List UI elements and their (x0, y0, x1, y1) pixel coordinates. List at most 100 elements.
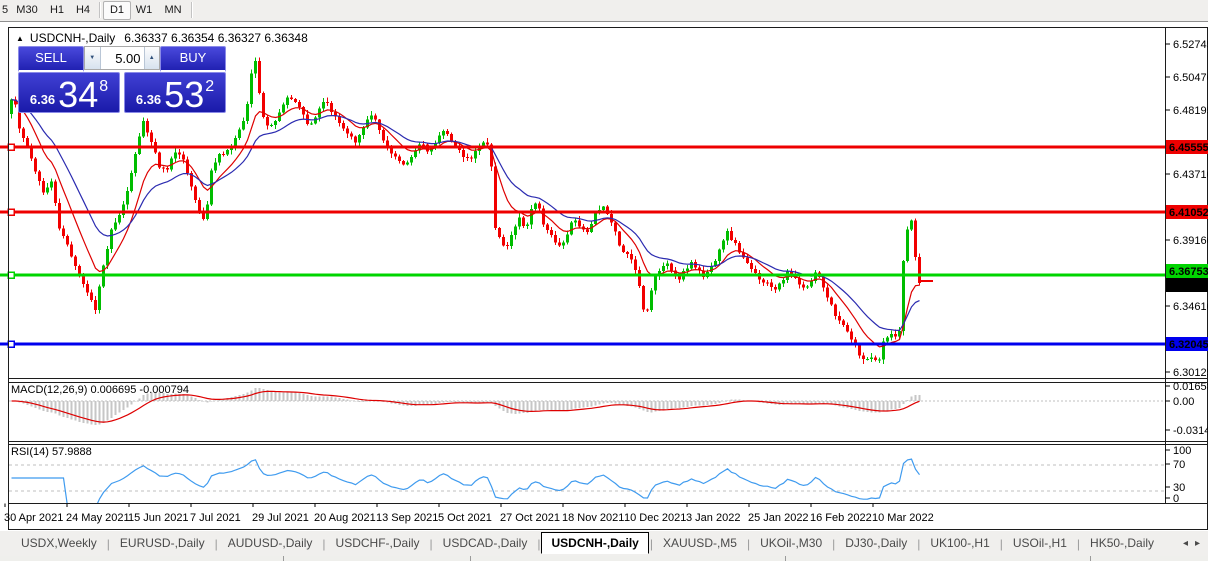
timeframe-button-h1[interactable]: H1 (49, 4, 65, 16)
arrow-down-icon: ▼ (89, 55, 96, 61)
buy-price-sup: 2 (205, 78, 215, 95)
status-separator (785, 556, 786, 561)
svg-text:30 Apr 2021: 30 Apr 2021 (4, 512, 63, 524)
buy-price-prefix: 6.36 (135, 92, 162, 107)
chart-tab-usdx-weekly[interactable]: USDX,Weekly (21, 536, 97, 550)
volume-decrease-button[interactable]: ▼ (85, 47, 101, 69)
macd-indicator-label: MACD(12,26,9) 0.006695 -0.000794 (11, 384, 189, 396)
svg-text:16 Feb 2022: 16 Feb 2022 (810, 512, 872, 524)
svg-text:24 May 2021: 24 May 2021 (66, 512, 130, 524)
timeframe-button-5[interactable]: 5 (1, 4, 9, 16)
svg-text:6.36348: 6.36348 (1169, 280, 1208, 292)
svg-text:6.36753: 6.36753 (1169, 266, 1208, 278)
rsi-pane (9, 458, 1165, 503)
timeframe-button-d1[interactable]: D1 (103, 1, 131, 20)
buy-price[interactable]: 6.36 53 2 (124, 72, 226, 113)
volume-stepper: ▼ ▲ (84, 46, 160, 70)
timeframe-button-mn[interactable]: MN (164, 4, 182, 16)
chart-tab-dj30-daily[interactable]: DJ30-,Daily (845, 536, 908, 550)
svg-text:6.34610: 6.34610 (1173, 301, 1208, 313)
svg-text:100: 100 (1173, 445, 1191, 457)
arrow-up-icon: ▲ (148, 55, 155, 61)
status-bar-strip (0, 556, 1208, 561)
tab-separator: | (429, 536, 433, 551)
toolbar-separator (191, 2, 193, 18)
svg-text:30: 30 (1173, 482, 1185, 494)
chart-tab-xauusd-m5[interactable]: XAUUSD-,M5 (662, 536, 737, 550)
svg-text:-0.031423: -0.031423 (1173, 425, 1208, 437)
chart-window-title: ▲ USDCNH-,Daily 6.36337 6.36354 6.36327 … (16, 31, 308, 45)
svg-text:6.50470: 6.50470 (1173, 72, 1208, 84)
svg-text:5 Oct 2021: 5 Oct 2021 (438, 512, 492, 524)
timeframe-button-m30[interactable]: M30 (16, 4, 38, 16)
chart-tab-hk50-daily[interactable]: HK50-,Daily (1090, 536, 1155, 550)
tab-separator: | (537, 536, 541, 551)
chart-tab-bar: USDX,Weekly | EURUSD-,Daily | AUDUSD-,Daily |… (0, 531, 1208, 556)
svg-text:20 Aug 2021: 20 Aug 2021 (314, 512, 376, 524)
svg-text:13 Sep 2021: 13 Sep 2021 (376, 512, 438, 524)
svg-text:0: 0 (1173, 493, 1179, 505)
svg-text:27 Oct 2021: 27 Oct 2021 (500, 512, 560, 524)
svg-text:6.43710: 6.43710 (1173, 169, 1208, 181)
sell-price-big: 34 (58, 74, 99, 116)
toolbar-separator (99, 2, 101, 18)
tab-scroll-right-icon[interactable]: ▸ (1194, 538, 1200, 549)
horizontal-level-lines[interactable] (0, 143, 1165, 348)
svg-text:18 Nov 2021: 18 Nov 2021 (562, 512, 624, 524)
status-separator (283, 556, 284, 561)
chart-symbol-label: USDCNH-,Daily (29, 31, 116, 45)
buy-button[interactable]: BUY (160, 46, 226, 72)
svg-text:6.45555: 6.45555 (1169, 142, 1208, 154)
svg-text:6.32045: 6.32045 (1169, 339, 1208, 351)
tab-separator: | (917, 536, 921, 551)
svg-text:3 Jan 2022: 3 Jan 2022 (686, 512, 740, 524)
svg-text:0.00: 0.00 (1173, 396, 1194, 408)
tab-separator: | (214, 536, 218, 551)
tab-separator: | (999, 536, 1003, 551)
timeframe-toolbar: 5 M30 H1 H4 D1 W1 MN (0, 0, 1208, 22)
svg-text:25 Jan 2022: 25 Jan 2022 (748, 512, 809, 524)
svg-text:0.016586: 0.016586 (1173, 381, 1208, 393)
rsi-indicator-label: RSI(14) 57.9888 (11, 446, 92, 458)
chart-ohlc-quotes: 6.36337 6.36354 6.36327 6.36348 (124, 31, 308, 45)
timeframe-button-h4[interactable]: H4 (75, 4, 91, 16)
sell-price-sup: 8 (99, 78, 109, 95)
chart-tab-usoil-h1[interactable]: USOil-,H1 (1012, 536, 1067, 550)
chart-tab-usdchf-daily[interactable]: USDCHF-,Daily (335, 536, 420, 550)
chart-tab-usdcnh-daily[interactable]: USDCNH-,Daily (541, 531, 649, 554)
svg-text:6.30125: 6.30125 (1173, 367, 1208, 379)
svg-text:10 Mar 2022: 10 Mar 2022 (872, 512, 934, 524)
status-separator (470, 556, 471, 561)
chart-tab-ukoil-m30[interactable]: UKOil-,M30 (760, 536, 823, 550)
svg-text:10 Dec 2021: 10 Dec 2021 (624, 512, 686, 524)
svg-text:15 Jun 2021: 15 Jun 2021 (128, 512, 189, 524)
volume-increase-button[interactable]: ▲ (143, 47, 159, 69)
sell-price[interactable]: 6.36 34 8 (18, 72, 120, 113)
tab-separator: | (322, 536, 326, 551)
collapse-triangle-icon[interactable]: ▲ (16, 33, 24, 43)
tab-scroll-left-icon[interactable]: ◂ (1182, 538, 1188, 549)
svg-text:6.48195: 6.48195 (1173, 105, 1208, 117)
timeframe-button-w1[interactable]: W1 (135, 4, 153, 16)
svg-text:6.39160: 6.39160 (1173, 235, 1208, 247)
sell-button[interactable]: SELL (18, 46, 84, 72)
chart-tab-uk100-h1[interactable]: UK100-,H1 (930, 536, 990, 550)
sell-price-prefix: 6.36 (29, 92, 56, 107)
svg-text:7 Jul 2021: 7 Jul 2021 (190, 512, 241, 524)
buy-price-big: 53 (164, 74, 205, 116)
chart-tab-usdcad-daily[interactable]: USDCAD-,Daily (442, 536, 528, 550)
tab-separator: | (649, 536, 653, 551)
price-axis: 6.52745 6.50470 6.48195 6.43710 6.39160 6.346… (1165, 39, 1208, 505)
svg-text:70: 70 (1173, 459, 1185, 471)
tab-separator: | (746, 536, 751, 551)
svg-text:6.52745: 6.52745 (1173, 39, 1208, 51)
chart-tab-audusd-daily[interactable]: AUDUSD-,Daily (227, 536, 313, 550)
chart-tab-eurusd-daily[interactable]: EURUSD-,Daily (119, 536, 205, 550)
macd-pane (9, 388, 1165, 426)
volume-input[interactable] (100, 47, 144, 69)
svg-text:29 Jul 2021: 29 Jul 2021 (252, 512, 309, 524)
tab-separator: | (1076, 536, 1081, 551)
